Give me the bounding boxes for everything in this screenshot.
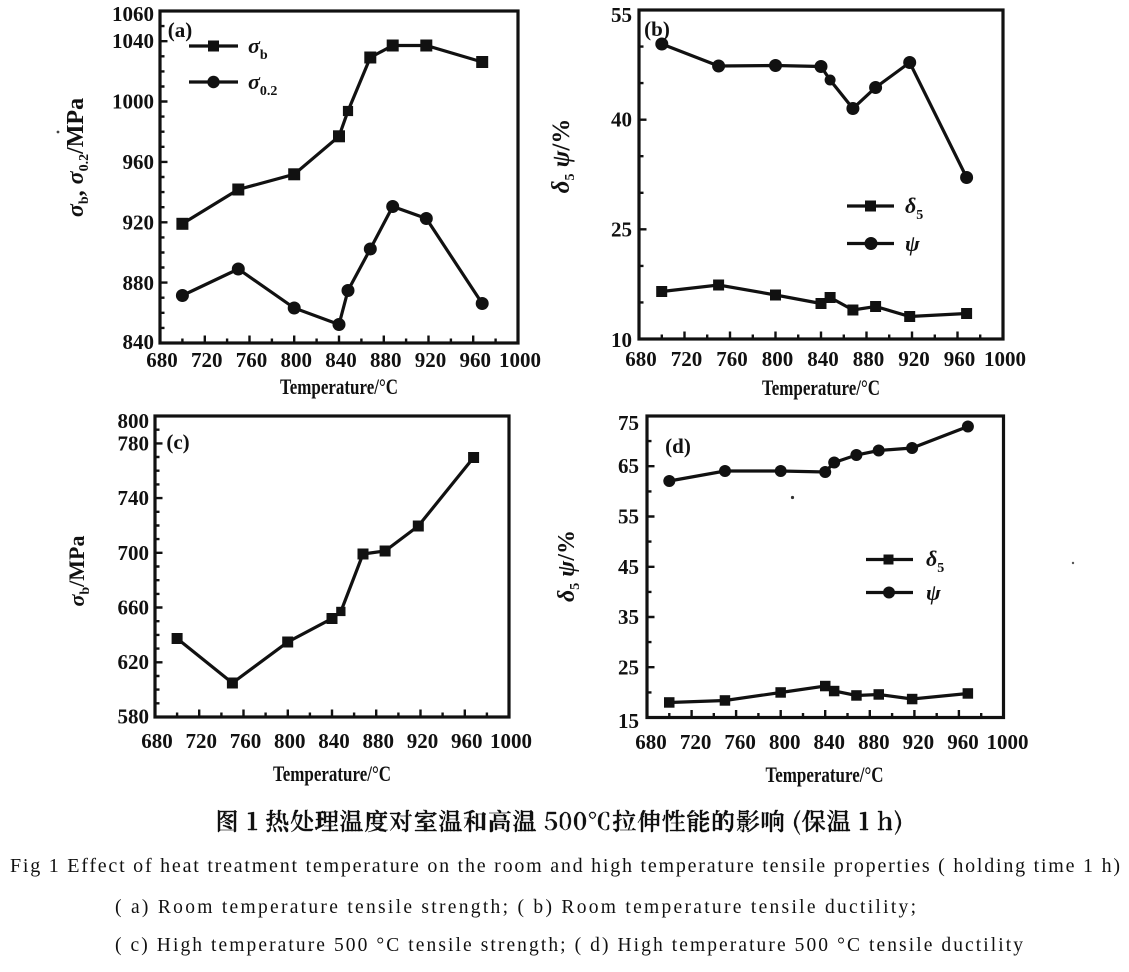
svg-text:σb: σb — [248, 33, 268, 63]
svg-text:( c) High temperature 500 °C: ( c) High temperature 500 °C tensile str… — [115, 935, 1023, 956]
svg-text:760: 760 — [230, 729, 262, 753]
svg-text:780: 780 — [118, 431, 150, 455]
svg-text:(c): (c) — [166, 430, 189, 454]
svg-text:840: 840 — [123, 330, 155, 354]
svg-text:σ0.2: σ0.2 — [248, 69, 277, 99]
svg-text:800: 800 — [118, 409, 150, 433]
svg-text:880: 880 — [363, 729, 395, 753]
svg-text:740: 740 — [118, 486, 150, 510]
svg-text:1060: 1060 — [112, 2, 154, 26]
svg-text:1000: 1000 — [112, 90, 154, 114]
svg-text:35: 35 — [618, 605, 639, 629]
svg-text:800: 800 — [769, 730, 801, 754]
svg-text:25: 25 — [618, 656, 639, 680]
svg-text:680: 680 — [635, 730, 667, 754]
svg-text:720: 720 — [680, 730, 712, 754]
svg-text:δ5: δ5 — [905, 193, 923, 223]
svg-text:800: 800 — [762, 347, 794, 371]
svg-text:720: 720 — [186, 729, 218, 753]
svg-text:920: 920 — [407, 729, 439, 753]
svg-text:σb, σ0.2/MPa: σb, σ0.2/MPa — [63, 98, 92, 217]
svg-text:840: 840 — [807, 347, 839, 371]
svg-text:680: 680 — [141, 729, 173, 753]
svg-text:920: 920 — [415, 348, 447, 372]
svg-text:720: 720 — [671, 347, 703, 371]
svg-text:δ5 ψ/%: δ5 ψ/% — [554, 530, 583, 602]
svg-text:Fig 1 Effect of heat treatm: Fig 1 Effect of heat treatment temperatu… — [10, 855, 1120, 877]
svg-text:800: 800 — [281, 348, 313, 372]
svg-text:960: 960 — [947, 730, 979, 754]
svg-text:δ5 ψ/%: δ5 ψ/% — [548, 119, 578, 194]
svg-text:1000: 1000 — [490, 729, 532, 753]
svg-text:1000: 1000 — [984, 347, 1026, 371]
svg-text:(b): (b) — [644, 17, 670, 41]
svg-text:(a): (a) — [168, 18, 193, 42]
svg-text:920: 920 — [903, 730, 935, 754]
svg-text:960: 960 — [460, 348, 492, 372]
svg-text:920: 920 — [898, 347, 930, 371]
svg-text:75: 75 — [618, 411, 639, 435]
svg-text:15: 15 — [618, 709, 639, 733]
svg-text:760: 760 — [724, 730, 756, 754]
svg-text:960: 960 — [123, 150, 155, 174]
svg-text:880: 880 — [858, 730, 890, 754]
svg-text:840: 840 — [814, 730, 846, 754]
svg-text:45: 45 — [618, 555, 639, 579]
svg-text:960: 960 — [451, 729, 483, 753]
svg-text:920: 920 — [123, 211, 155, 235]
svg-text:720: 720 — [191, 348, 223, 372]
svg-text:660: 660 — [118, 596, 150, 620]
svg-text:960: 960 — [944, 347, 976, 371]
svg-text:880: 880 — [853, 347, 885, 371]
svg-text:840: 840 — [325, 348, 357, 372]
svg-text:760: 760 — [716, 347, 748, 371]
svg-text:65: 65 — [618, 454, 639, 478]
svg-text:840: 840 — [318, 729, 350, 753]
svg-text:Temperature/°C: Temperature/°C — [280, 374, 398, 399]
svg-text:680: 680 — [625, 347, 657, 371]
svg-text:760: 760 — [236, 348, 268, 372]
svg-text:Temperature/°C: Temperature/°C — [762, 375, 880, 400]
svg-text:Temperature/°C: Temperature/°C — [273, 761, 391, 786]
svg-text:55: 55 — [611, 3, 632, 27]
svg-text:δ5: δ5 — [926, 546, 944, 576]
svg-text:(d): (d) — [665, 434, 691, 458]
svg-text:880: 880 — [370, 348, 402, 372]
svg-text:880: 880 — [123, 271, 155, 295]
svg-text:ψ: ψ — [926, 580, 941, 605]
svg-text:800: 800 — [274, 729, 306, 753]
svg-text:1000: 1000 — [987, 730, 1029, 754]
svg-text:580: 580 — [118, 705, 150, 729]
svg-text:25: 25 — [611, 217, 632, 241]
svg-text:620: 620 — [118, 650, 150, 674]
svg-text:Temperature/°C: Temperature/°C — [766, 762, 884, 787]
svg-text:55: 55 — [618, 505, 639, 529]
svg-text:40: 40 — [611, 108, 632, 132]
svg-text:1000: 1000 — [499, 348, 541, 372]
svg-text:1040: 1040 — [112, 29, 154, 53]
svg-text:700: 700 — [118, 541, 150, 565]
svg-text:10: 10 — [611, 328, 632, 352]
svg-text:680: 680 — [146, 348, 178, 372]
svg-text:σb/MPa: σb/MPa — [64, 536, 93, 607]
svg-text:ψ: ψ — [905, 231, 920, 256]
